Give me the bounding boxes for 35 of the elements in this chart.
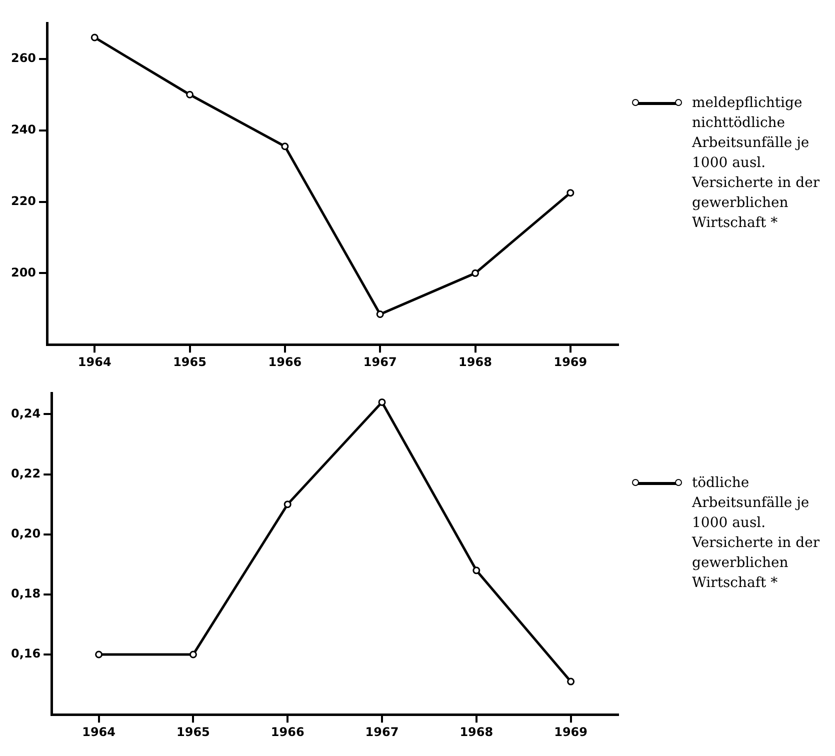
point bbox=[378, 398, 386, 406]
x-tick-label: 1964 bbox=[82, 724, 116, 739]
point bbox=[284, 500, 292, 508]
point bbox=[281, 142, 289, 150]
x-tick-label: 1969 bbox=[554, 724, 588, 739]
x-tick-label: 1966 bbox=[270, 724, 304, 739]
y-tick-label: 220 bbox=[10, 194, 36, 208]
y-tick-label: 240 bbox=[10, 122, 36, 136]
y-tick-label: 0,18 bbox=[11, 586, 41, 601]
point bbox=[566, 189, 574, 197]
point bbox=[186, 90, 194, 98]
y-tick-label: 0,20 bbox=[11, 526, 41, 540]
x-tick-label: 1965 bbox=[176, 724, 210, 739]
point bbox=[472, 269, 480, 277]
y-tick-label: 260 bbox=[10, 51, 36, 66]
x-tick-label: 1969 bbox=[554, 354, 588, 369]
x-tick-label: 1968 bbox=[460, 724, 494, 739]
x-tick-label: 1965 bbox=[173, 354, 206, 369]
x-tick-label: 1966 bbox=[268, 354, 302, 369]
point bbox=[472, 566, 480, 574]
x-tick-label: 1968 bbox=[458, 354, 492, 369]
point bbox=[376, 310, 384, 318]
x-tick-label: 1967 bbox=[363, 354, 397, 369]
point bbox=[90, 34, 98, 42]
point bbox=[567, 678, 575, 686]
x-tick-label: 1967 bbox=[365, 724, 399, 739]
y-tick-label: 0,16 bbox=[11, 646, 41, 661]
point bbox=[189, 650, 197, 658]
x-tick-label: 1964 bbox=[78, 354, 112, 369]
point bbox=[95, 650, 103, 658]
y-tick-label: 200 bbox=[10, 265, 36, 280]
legend-label: tödliche Arbeitsunfälle je 1000 ausl. Versicherte in der gewerblichen Wirtschaft * bbox=[692, 474, 821, 593]
y-tick-label: 0,24 bbox=[11, 406, 41, 420]
legend-label: meldepflichtige nichttödliche Arbeitsunfälle je 1000 ausl. Versicherte in der gewerblichen Wirtschaft * bbox=[692, 94, 821, 233]
y-tick-label: 0,22 bbox=[11, 466, 41, 480]
